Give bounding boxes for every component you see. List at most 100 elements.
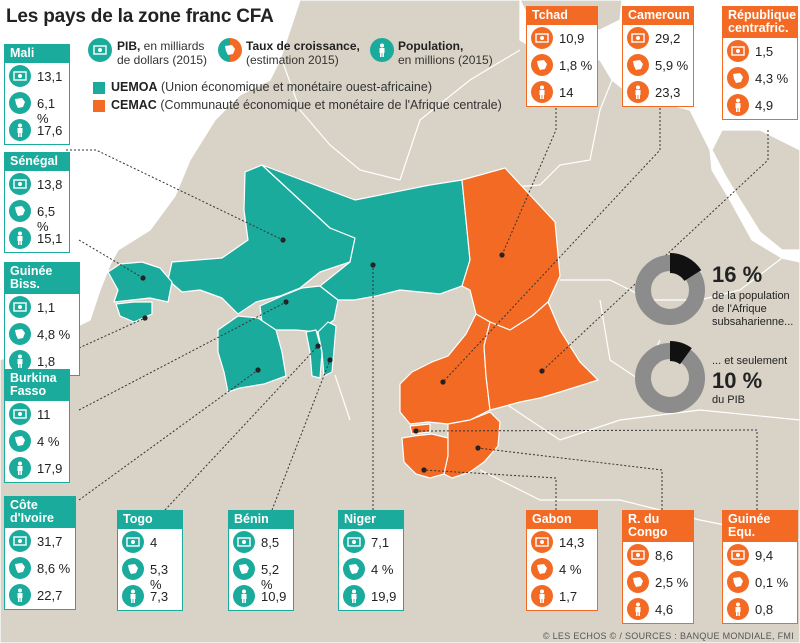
card-row-pop: 19,9 (339, 583, 403, 610)
country-shape-icon (15, 206, 25, 216)
card-value-growth: 4,8 % (37, 327, 71, 342)
card-row-pop: 4,6 (623, 596, 693, 623)
card-row-pop: 15,1 (5, 225, 69, 252)
donut-pib-arc (669, 341, 692, 365)
person-icon (17, 123, 23, 137)
growth-badge (531, 54, 553, 76)
person-icon (635, 85, 641, 99)
card-value-growth: 2,5 % (655, 575, 689, 590)
money-stack-icon (13, 302, 27, 312)
pib-badge (627, 27, 649, 49)
country-togo (305, 329, 323, 379)
card-row-pop: 10,9 (229, 583, 293, 610)
card-value-pib: 8,5 (261, 535, 280, 550)
card-row-growth: 8,6 % (5, 555, 75, 582)
card-row-pop: 14 (527, 79, 597, 106)
card-title: République centrafric. (723, 7, 797, 38)
money-stack-icon (535, 537, 549, 547)
card-value-pib: 29,2 (655, 31, 681, 46)
card-title: Gabon (527, 511, 597, 529)
card-senegal: Sénégal 13,8 6,5 % 15,1 (4, 152, 70, 253)
card-guinee-eq: Guinée Equ. 9,4 0,1 % 0,8 (722, 510, 798, 624)
card-niger: Niger 7,1 4 % 19,9 (338, 510, 404, 611)
card-row-pib: 13,8 (5, 171, 69, 198)
legend-cemac: CEMAC (Communauté économique et monétair… (111, 98, 502, 112)
card-row-pop: 22,7 (5, 582, 75, 609)
card-value-growth: 8,6 % (37, 561, 71, 576)
card-title: Togo (118, 511, 182, 529)
card-row-pib: 7,1 (339, 529, 403, 556)
card-value-pop: 14 (559, 85, 574, 100)
card-row-pib: 31,7 (5, 528, 75, 555)
card-togo: Togo 4 5,3 % 7,3 (117, 510, 183, 611)
country-shape-icon (225, 45, 235, 55)
legend-pib-bold: PIB, (117, 39, 141, 53)
card-value-pop: 22,7 (37, 588, 63, 603)
person-icon (539, 589, 545, 603)
share-pib-intro: ... et seulement (712, 355, 788, 367)
leader-lines (66, 108, 769, 511)
dot-senegal (140, 275, 146, 281)
donut-population-arc (669, 253, 702, 282)
donut-pib (635, 341, 705, 413)
card-row-pib: 8,5 (229, 529, 293, 556)
card-cote-ivoire: Côte d'Ivoire 31,7 8,6 % 22,7 (4, 496, 76, 610)
card-value-growth: 4,3 % (755, 71, 789, 86)
card-value-pop: 17,9 (37, 461, 63, 476)
person-icon (351, 589, 357, 603)
person-icon (17, 231, 23, 245)
pib-badge (233, 531, 255, 553)
card-value-pop: 23,3 (655, 85, 681, 100)
card-title: Cameroun (623, 7, 693, 25)
card-row-pib: 11 (5, 401, 69, 428)
population-badge (627, 598, 649, 620)
country-shape-icon (537, 564, 547, 574)
country-shape-icon (128, 564, 138, 574)
legend-pib-icon-wrap (88, 38, 112, 62)
money-stack-icon (13, 179, 27, 189)
share-population-text1: de la population (712, 290, 790, 302)
person-icon (635, 602, 641, 616)
card-benin: Bénin 8,5 5,2 % 10,9 (228, 510, 294, 611)
population-badge (727, 598, 749, 620)
legend-pop-icon-wrap (370, 38, 394, 62)
money-stack-icon (93, 45, 107, 55)
country-shape-icon (633, 60, 643, 70)
card-value-pop: 17,6 (37, 123, 63, 138)
population-badge (9, 119, 31, 141)
share-population-text2: de l'Afrique (712, 303, 767, 315)
card-title: Guinée Biss. (5, 263, 79, 294)
population-badge (9, 350, 31, 372)
card-row-pop: 17,6 (5, 117, 69, 144)
legend-uemoa-swatch (93, 82, 105, 94)
country-shape-icon (15, 563, 25, 573)
legend-pib-rest: en milliards (140, 39, 205, 53)
card-row-pop: 23,3 (623, 79, 693, 106)
card-value-growth: 4 % (371, 562, 394, 577)
legend-uemoa-desc: (Union économique et monétaire ouest-afr… (157, 80, 432, 94)
pib-badge (627, 544, 649, 566)
growth-badge (727, 571, 749, 593)
money-stack-icon (631, 33, 645, 43)
money-stack-icon (535, 33, 549, 43)
card-row-pop: 1,8 (5, 348, 79, 375)
pib-badge (9, 296, 31, 318)
pib-badge (9, 403, 31, 425)
card-value-pib: 9,4 (755, 548, 774, 563)
card-title: Sénégal (5, 153, 69, 171)
landmass-arabia (711, 129, 800, 251)
person-icon (735, 602, 741, 616)
growth-badge (9, 92, 31, 114)
card-row-growth: 4,8 % (5, 321, 79, 348)
donut-population (635, 253, 705, 325)
card-value-pib: 11 (37, 407, 51, 422)
money-stack-icon (13, 71, 27, 81)
pib-badge (9, 530, 31, 552)
legend-growth-line2: (estimation 2015) (246, 53, 339, 67)
card-value-pop: 10,9 (261, 589, 287, 604)
money-stack-icon (237, 537, 251, 547)
pib-badge (531, 27, 553, 49)
person-icon (17, 588, 23, 602)
card-title: Côte d'Ivoire (5, 497, 75, 528)
card-title: Niger (339, 511, 403, 529)
